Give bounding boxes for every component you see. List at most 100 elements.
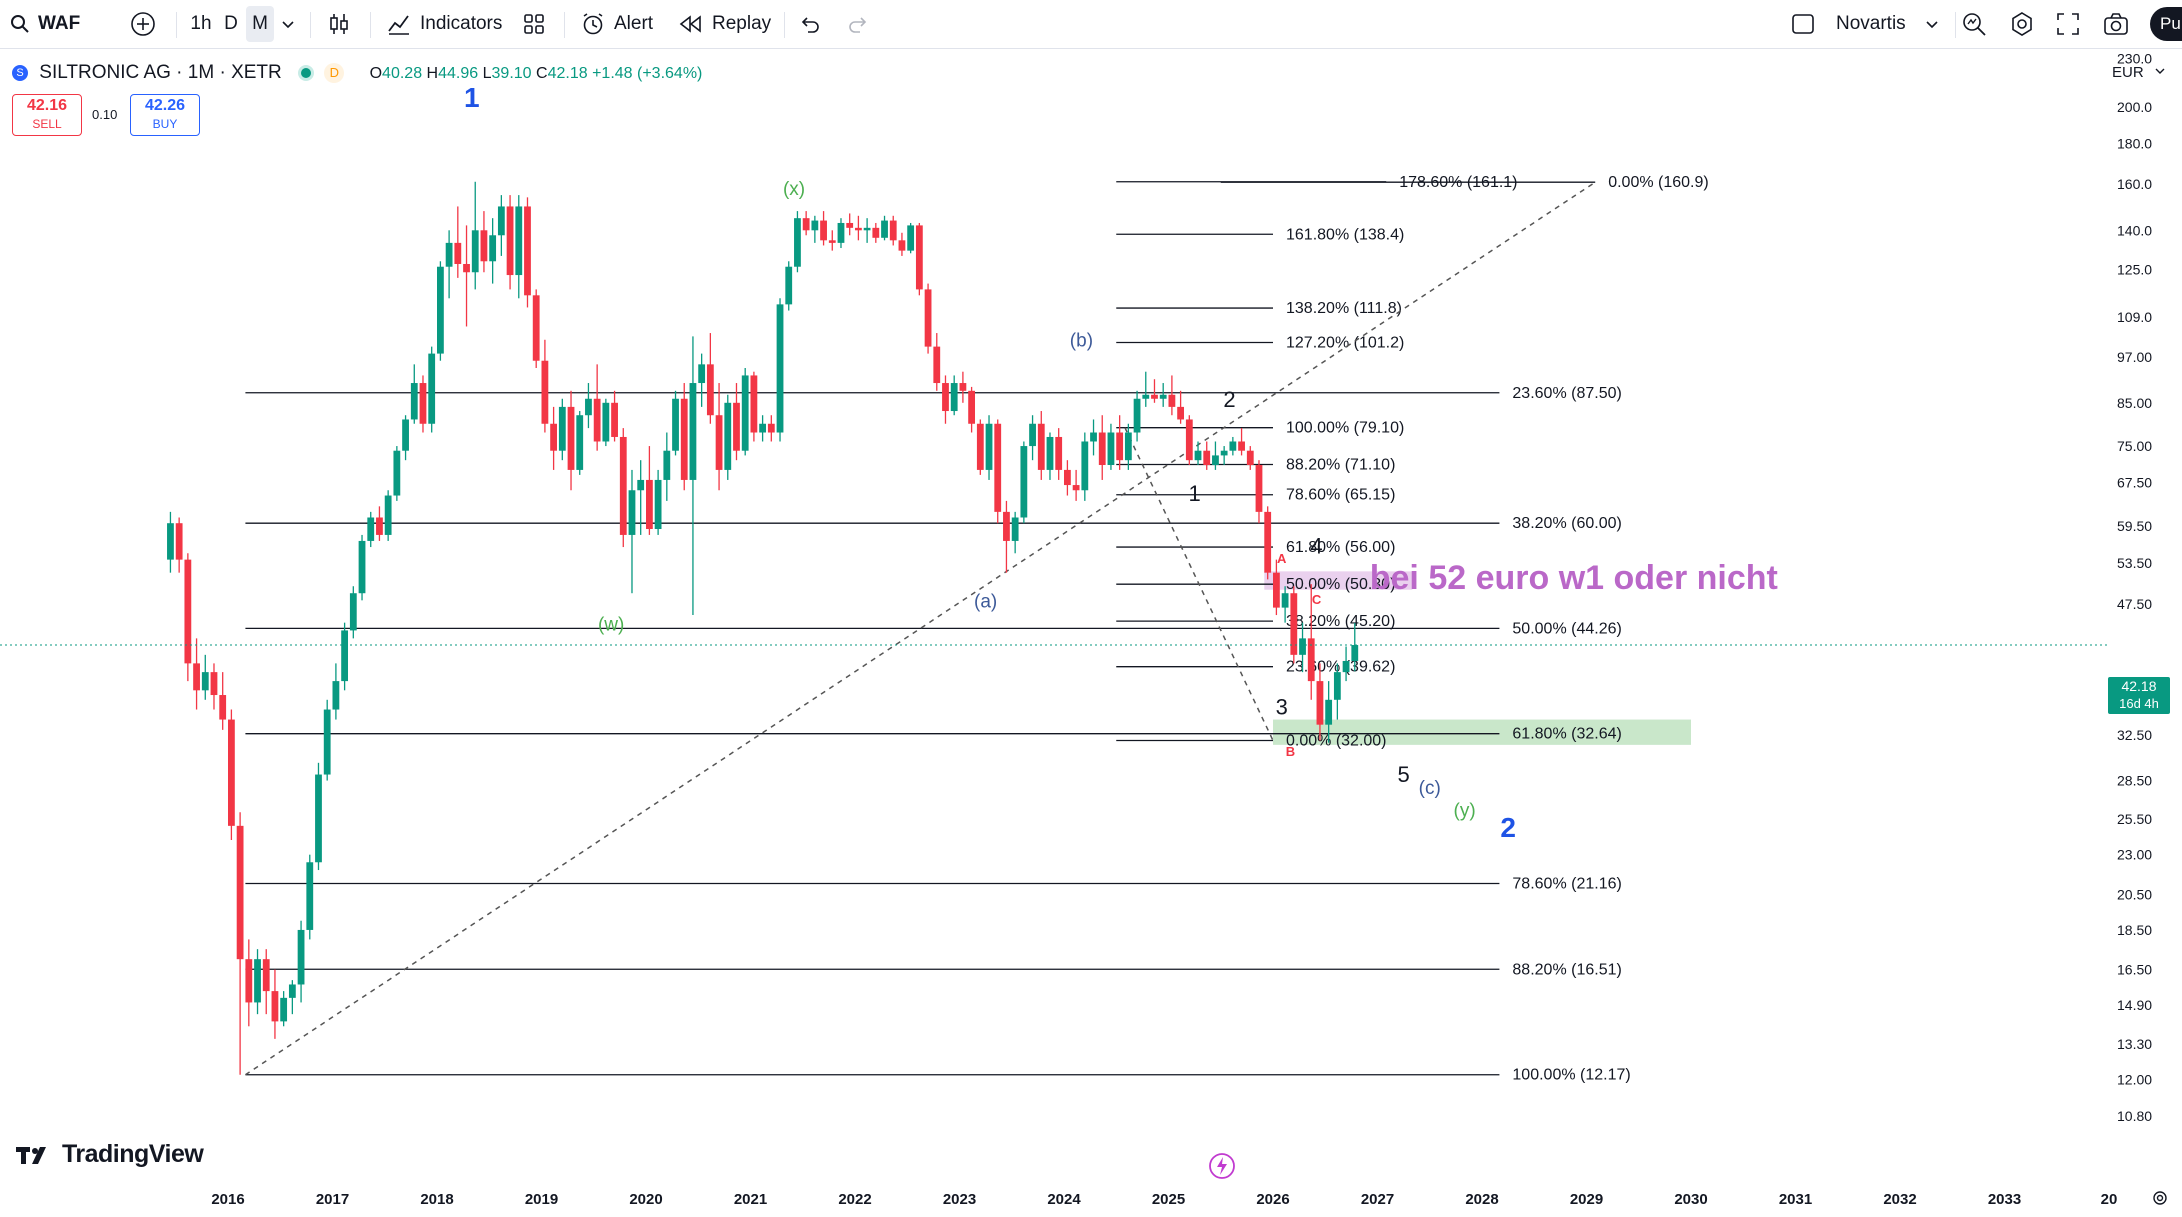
candle[interactable] [898, 232, 906, 256]
candle[interactable] [802, 211, 810, 236]
candle[interactable] [341, 622, 349, 691]
candle[interactable] [280, 991, 288, 1027]
candle[interactable] [837, 218, 845, 249]
candle[interactable] [654, 469, 662, 535]
candle[interactable] [367, 511, 375, 548]
compare-button[interactable] [130, 0, 156, 48]
candle[interactable] [811, 215, 819, 243]
candle[interactable] [672, 390, 679, 456]
candle[interactable] [1351, 622, 1359, 672]
candle[interactable] [1090, 419, 1097, 456]
candle[interactable] [706, 333, 714, 424]
candle[interactable] [759, 415, 767, 442]
candle[interactable] [1011, 511, 1019, 554]
candle[interactable] [724, 394, 732, 480]
candle[interactable] [1046, 432, 1054, 480]
fullscreen-button[interactable] [2055, 0, 2081, 48]
candle[interactable] [480, 211, 488, 273]
candle[interactable] [1307, 584, 1315, 700]
candle[interactable] [994, 419, 1002, 524]
target-zone[interactable] [1273, 719, 1691, 745]
candle[interactable] [1107, 423, 1115, 470]
indicators-button[interactable]: Indicators [386, 0, 502, 48]
candle[interactable] [541, 339, 549, 433]
chart-annotation[interactable]: bei 52 euro w1 oder nicht [1370, 559, 1778, 597]
candle[interactable] [602, 398, 610, 447]
candle[interactable] [794, 211, 801, 273]
candle[interactable] [201, 654, 209, 700]
candle[interactable] [907, 222, 915, 254]
candle[interactable] [506, 195, 514, 290]
candle[interactable] [1055, 428, 1063, 480]
candle[interactable] [828, 230, 836, 251]
candle[interactable] [349, 586, 357, 639]
replay-button[interactable]: Replay [678, 0, 771, 48]
candle[interactable] [1299, 622, 1306, 673]
candle[interactable] [1255, 460, 1263, 524]
candle[interactable] [454, 206, 462, 278]
candle[interactable] [1229, 436, 1237, 456]
candle[interactable] [933, 333, 941, 391]
timeframe-m[interactable]: M [246, 6, 274, 42]
candle[interactable] [1333, 663, 1341, 720]
candle[interactable] [550, 406, 558, 470]
candle[interactable] [184, 553, 192, 682]
snapshot-button[interactable] [2102, 0, 2130, 48]
events-icon-button[interactable] [1208, 1152, 1236, 1185]
candle[interactable] [1220, 446, 1228, 466]
settings-button[interactable] [2008, 0, 2036, 48]
candle[interactable] [1064, 460, 1071, 496]
sell-button[interactable]: 42.16 SELL [12, 94, 82, 136]
candle[interactable] [262, 949, 270, 1015]
candle[interactable] [358, 534, 366, 601]
redo-button[interactable] [846, 0, 870, 48]
candle[interactable] [776, 298, 784, 442]
candle[interactable] [646, 446, 653, 535]
candle[interactable] [497, 195, 505, 256]
candle[interactable] [1212, 441, 1219, 470]
candle[interactable] [881, 215, 888, 241]
symbol-legend[interactable]: S SILTRONIC AG · 1M · XETR D O40.28 H44.… [12, 62, 702, 84]
quick-search-button[interactable] [1960, 0, 1988, 48]
candle[interactable] [698, 353, 706, 407]
candle[interactable] [236, 812, 244, 1075]
candle[interactable] [663, 432, 671, 501]
candle[interactable] [680, 383, 688, 491]
candle[interactable] [619, 428, 627, 548]
candle[interactable] [611, 390, 618, 442]
candle[interactable] [167, 511, 174, 573]
symbol-search[interactable]: WAF [10, 0, 80, 48]
candle[interactable] [332, 663, 340, 720]
candle[interactable] [1151, 379, 1158, 403]
candle[interactable] [950, 375, 958, 416]
candle[interactable] [1177, 390, 1185, 424]
candle[interactable] [524, 197, 531, 308]
candle[interactable] [689, 336, 697, 616]
timeframe-d[interactable]: D [224, 13, 238, 34]
candle[interactable] [976, 419, 984, 475]
candle[interactable] [741, 368, 749, 456]
candle[interactable] [515, 195, 523, 299]
candle[interactable] [985, 415, 993, 480]
candle[interactable] [558, 398, 566, 461]
candle[interactable] [889, 215, 897, 246]
candle[interactable] [915, 222, 923, 296]
chart-type-button[interactable] [326, 0, 352, 48]
candle[interactable] [1238, 428, 1245, 456]
candle[interactable] [288, 980, 296, 1015]
candle[interactable] [410, 364, 418, 424]
candle[interactable] [463, 225, 470, 327]
candle[interactable] [1316, 663, 1324, 741]
candle[interactable] [1273, 559, 1280, 616]
candle[interactable] [445, 230, 453, 299]
candle[interactable] [846, 213, 854, 236]
target-zone[interactable] [1264, 571, 1413, 590]
axis-settings-button[interactable] [2150, 1188, 2170, 1213]
candle[interactable] [376, 506, 383, 541]
candle[interactable] [942, 375, 949, 424]
candle[interactable] [402, 415, 409, 461]
candle[interactable] [1325, 681, 1333, 743]
candle[interactable] [593, 364, 601, 451]
timeframe-dropdown[interactable] [280, 0, 296, 48]
candle[interactable] [175, 517, 183, 573]
